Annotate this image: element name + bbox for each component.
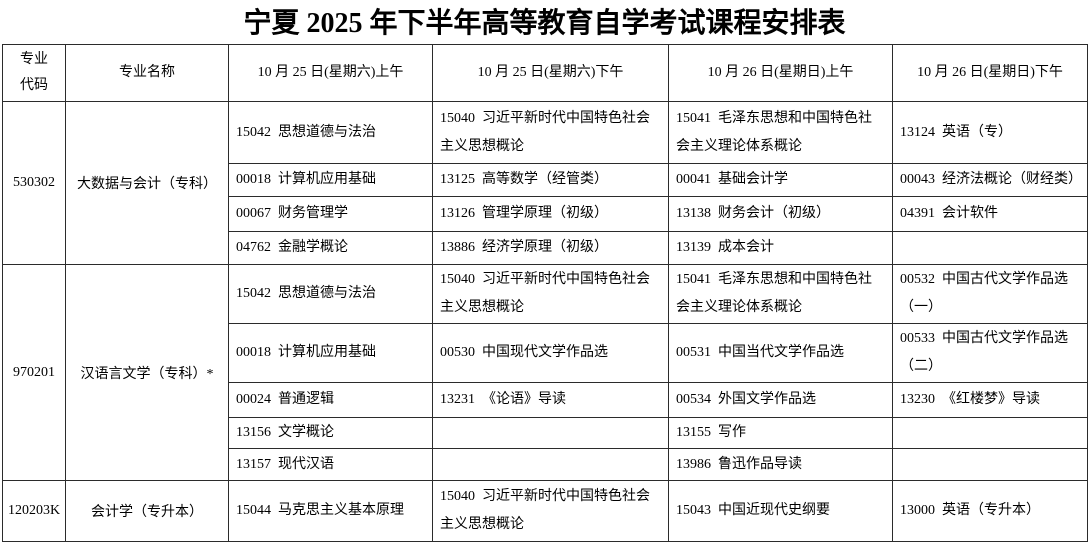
col-header-sat-afternoon: 10 月 25 日(星期六)下午: [432, 44, 669, 102]
course-cell: 00067 财务管理学: [228, 196, 433, 232]
empty-course-cell: [892, 417, 1088, 449]
course-cell: 13986 鲁迅作品导读: [668, 448, 893, 481]
course-cell: 15042 思想道德与法治: [228, 264, 433, 324]
table-row: 00018 计算机应用基础 13125 高等数学（经管类） 00041 基础会计…: [3, 163, 1088, 197]
course-cell: 13156 文学概论: [228, 417, 433, 449]
exam-schedule-table: 专业 代码 专业名称 10 月 25 日(星期六)上午 10 月 25 日(星期…: [2, 44, 1088, 542]
empty-course-cell: [892, 448, 1088, 481]
course-cell: 13157 现代汉语: [228, 448, 433, 481]
major-code-cell: 530302: [2, 101, 66, 265]
table-row: 00024 普通逻辑 13231 《论语》导读 00534 外国文学作品选 13…: [3, 382, 1088, 418]
col-header-sun-morning: 10 月 26 日(星期日)上午: [668, 44, 893, 102]
major-name-cell: 大数据与会计（专科）: [65, 101, 229, 265]
course-cell: 00533 中国古代文学作品选（二）: [892, 323, 1088, 383]
major-code-cell: 970201: [2, 264, 66, 481]
course-cell: 13139 成本会计: [668, 231, 893, 265]
table-row: 530302 大数据与会计（专科） 15042 思想道德与法治 15040 习近…: [2, 101, 1088, 265]
course-cell: 00532 中国古代文学作品选（一）: [892, 264, 1088, 324]
course-cell: 15040 习近平新时代中国特色社会主义思想概论: [432, 101, 669, 164]
course-cell: 13155 写作: [668, 417, 893, 449]
course-cell: 15040 习近平新时代中国特色社会主义思想概论: [432, 480, 669, 542]
course-cell: 15041 毛泽东思想和中国特色社会主义理论体系概论: [668, 264, 893, 324]
course-cell: 04762 金融学概论: [228, 231, 433, 265]
course-cell: 00024 普通逻辑: [228, 382, 433, 418]
course-cell: 00018 计算机应用基础: [228, 163, 433, 197]
table-row: 970201 汉语言文学（专科）* 15042 思想道德与法治 15040 习近…: [2, 264, 1088, 481]
course-cell: 13230 《红楼梦》导读: [892, 382, 1088, 418]
page-title: 宁夏 2025 年下半年高等教育自学考试课程安排表: [243, 8, 846, 39]
course-cell: 15043 中国近现代史纲要: [668, 480, 893, 542]
course-cell: 13126 管理学原理（初级）: [432, 196, 669, 232]
empty-course-cell: [432, 417, 669, 449]
col-header-sun-afternoon: 10 月 26 日(星期日)下午: [892, 44, 1088, 102]
table-row: 13157 现代汉语 13986 鲁迅作品导读: [3, 448, 1088, 481]
major-code-cell: 120203K: [2, 480, 66, 542]
course-cell: 13886 经济学原理（初级）: [432, 231, 669, 265]
course-cell: 00531 中国当代文学作品选: [668, 323, 893, 383]
course-cell: 13125 高等数学（经管类）: [432, 163, 669, 197]
course-cell: 00530 中国现代文学作品选: [432, 323, 669, 383]
course-cell: 15042 思想道德与法治: [228, 101, 433, 164]
table-row: 13156 文学概论 13155 写作: [3, 417, 1088, 449]
table-row: 00018 计算机应用基础 00530 中国现代文学作品选 00531 中国当代…: [3, 323, 1088, 383]
table-row: 04762 金融学概论 13886 经济学原理（初级） 13139 成本会计: [3, 231, 1088, 265]
col-header-sat-morning: 10 月 25 日(星期六)上午: [228, 44, 433, 102]
course-cell: 15041 毛泽东思想和中国特色社会主义理论体系概论: [668, 101, 893, 164]
course-cell: 13000 英语（专升本）: [892, 480, 1088, 542]
course-cell: 13138 财务会计（初级）: [668, 196, 893, 232]
course-cell: 00043 经济法概论（财经类）: [892, 163, 1088, 197]
col-header-major-name: 专业名称: [65, 44, 229, 102]
empty-course-cell: [892, 231, 1088, 265]
course-cell: 13231 《论语》导读: [432, 382, 669, 418]
table-row: 120203K 会计学（专升本） 15044 马克思主义基本原理 15040 习…: [2, 480, 1088, 542]
course-cell: 00534 外国文学作品选: [668, 382, 893, 418]
major-name-cell: 汉语言文学（专科）*: [65, 264, 229, 481]
course-cell: 00041 基础会计学: [668, 163, 893, 197]
header-row: 专业 代码 专业名称 10 月 25 日(星期六)上午 10 月 25 日(星期…: [2, 44, 1088, 102]
course-cell: 04391 会计软件: [892, 196, 1088, 232]
course-cell: 15040 习近平新时代中国特色社会主义思想概论: [432, 264, 669, 324]
empty-course-cell: [432, 448, 669, 481]
major-name-cell: 会计学（专升本）: [65, 480, 229, 542]
course-cell: 00018 计算机应用基础: [228, 323, 433, 383]
course-cell: 15044 马克思主义基本原理: [228, 480, 433, 542]
col-header-major-code: 专业 代码: [2, 44, 66, 102]
course-cell: 13124 英语（专）: [892, 101, 1088, 164]
